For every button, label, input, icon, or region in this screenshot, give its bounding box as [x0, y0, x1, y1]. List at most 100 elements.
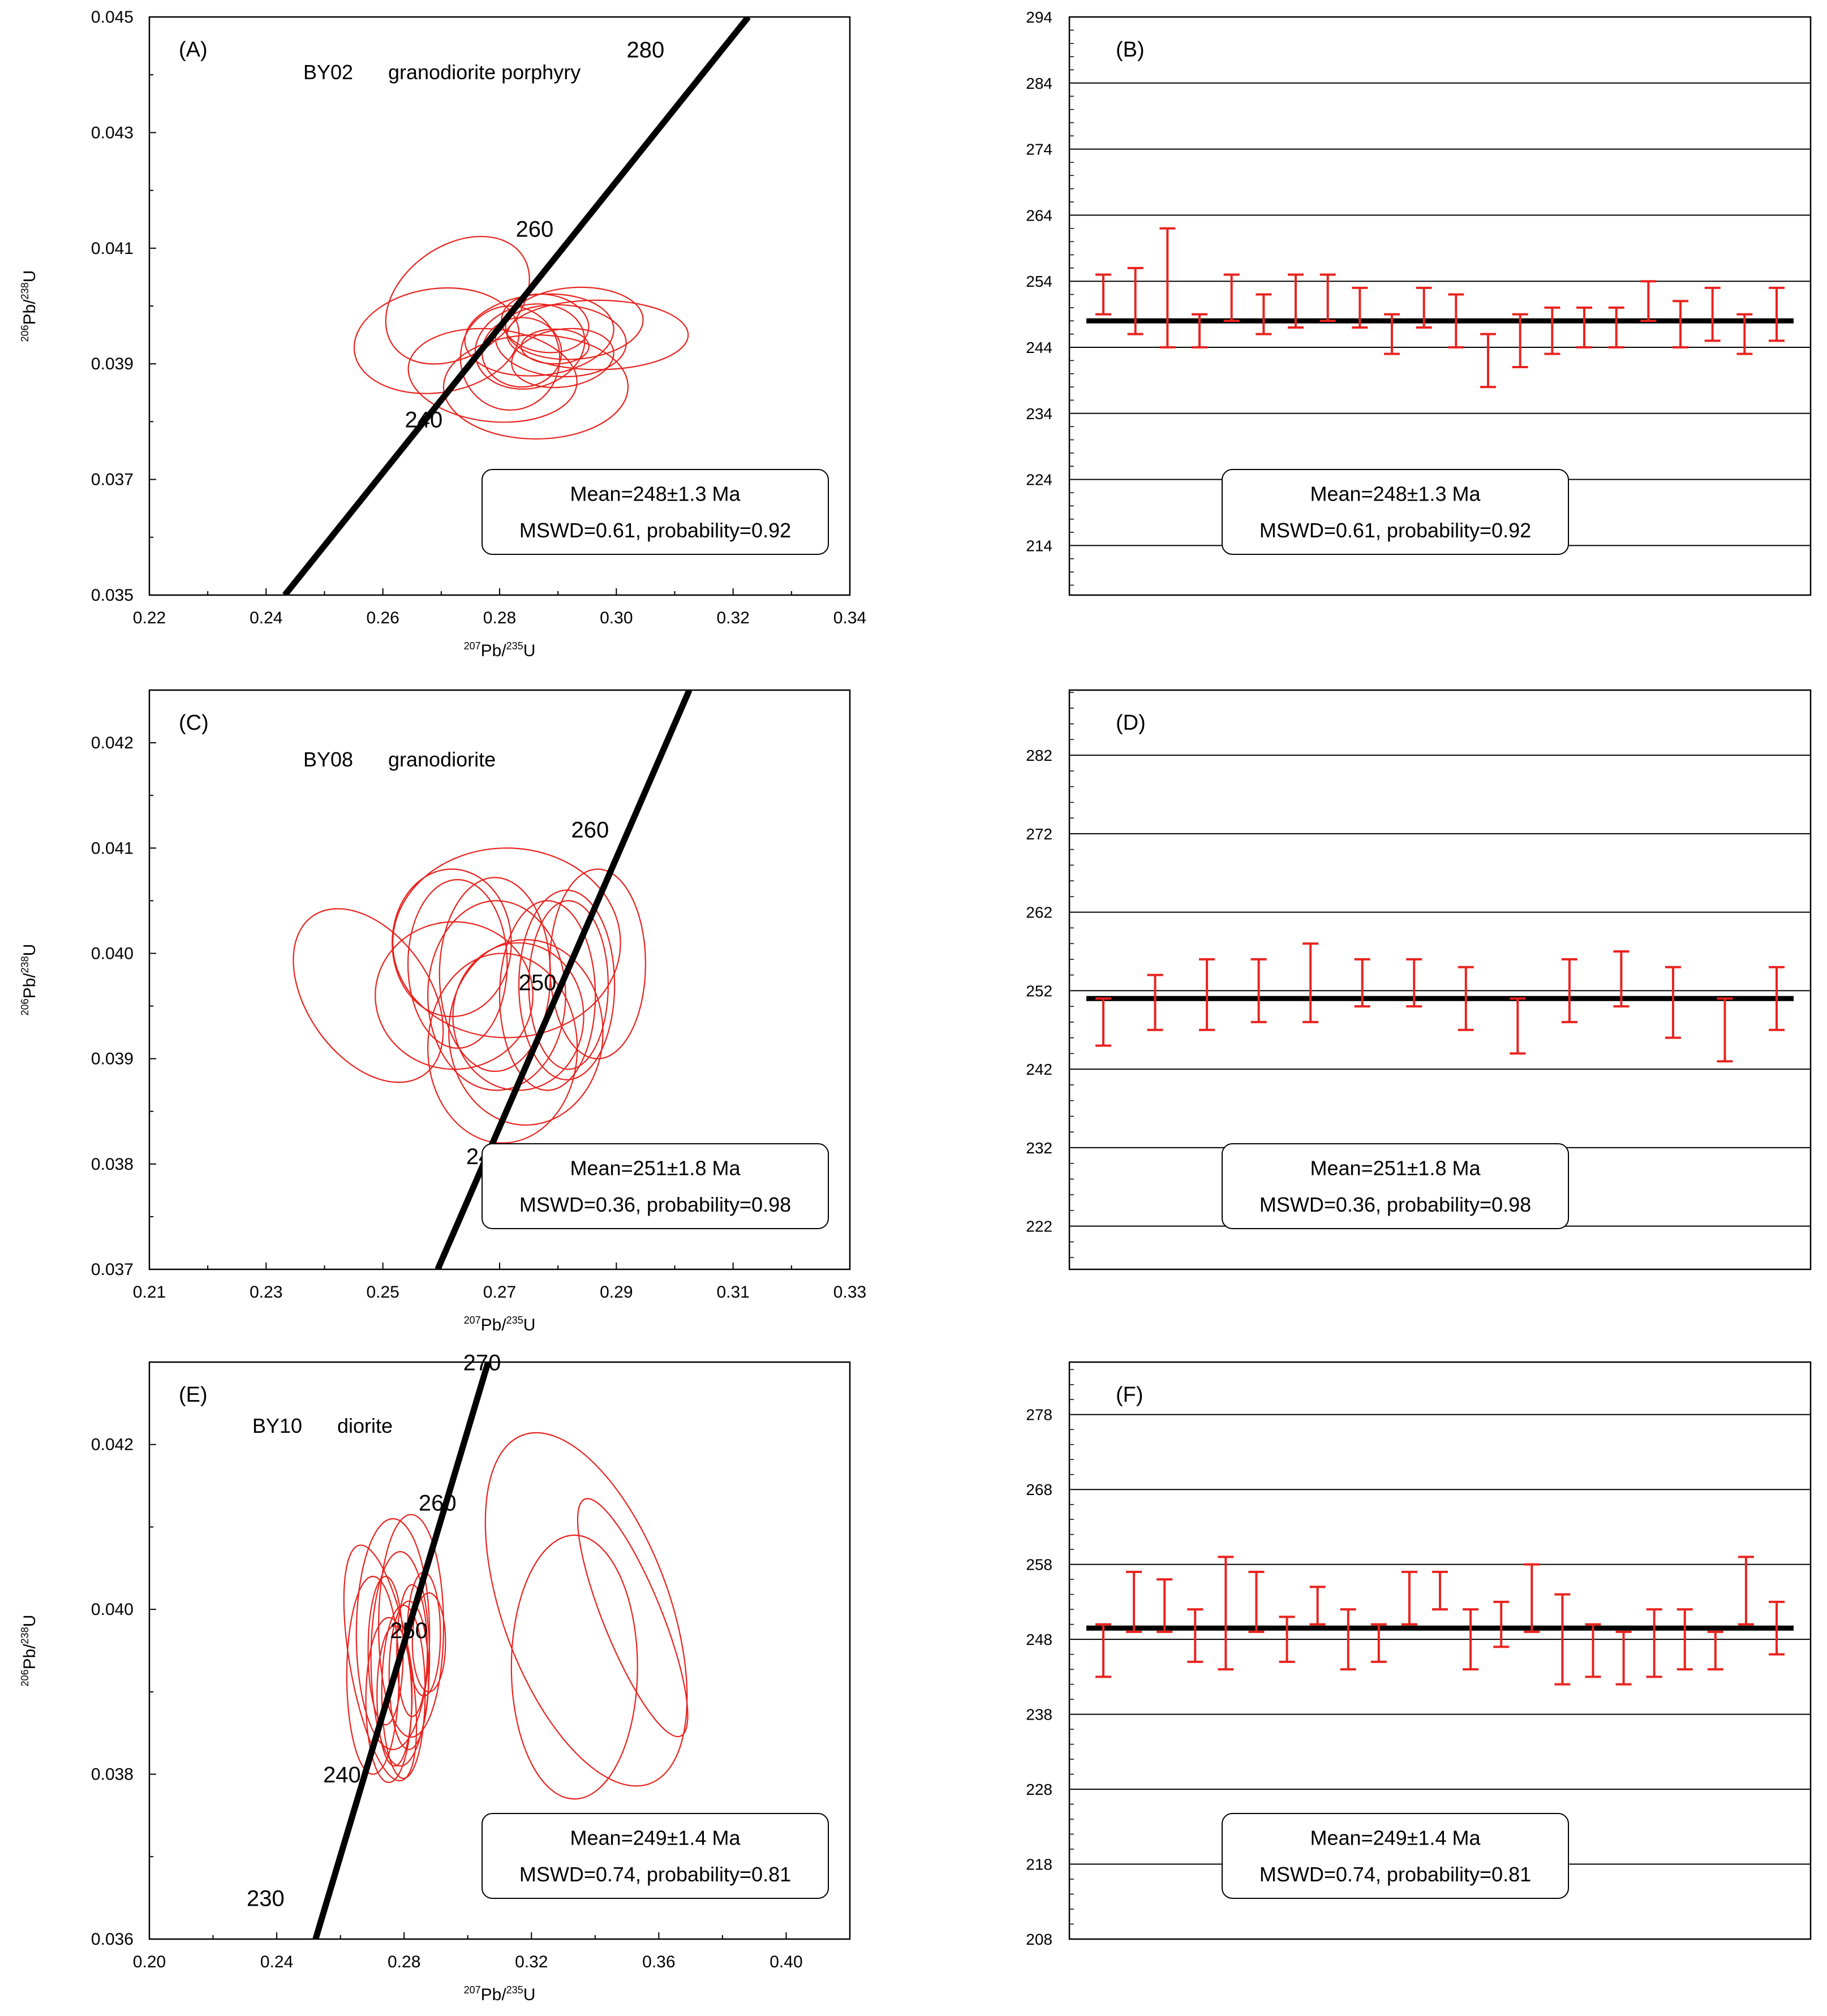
x-tick-label: 0.25	[366, 1283, 399, 1302]
sample-id: BY10	[252, 1414, 302, 1437]
x-tick-label: 0.29	[600, 1283, 633, 1302]
x-tick-label: 0.22	[133, 609, 166, 627]
panel-letter: (C)	[179, 711, 209, 735]
y-axis-title-part: Pb/	[20, 299, 39, 325]
concordia-curve	[282, 17, 751, 595]
error-ellipse	[549, 868, 647, 1059]
y-tick-label: 228	[1026, 1781, 1052, 1798]
age-error-bar	[1448, 293, 1464, 348]
concordia-age-label: 250	[390, 1618, 428, 1643]
y-tick-label: 222	[1026, 1218, 1052, 1235]
error-ellipse	[388, 1600, 429, 1750]
error-ellipse	[518, 889, 616, 1080]
mswd-text: MSWD=0.36, probability=0.98	[1259, 1193, 1531, 1216]
y-tick-label: 272	[1026, 825, 1052, 843]
error-ellipse	[521, 328, 590, 365]
error-ellipse	[376, 1625, 413, 1767]
age-error-bar	[1561, 958, 1577, 1023]
error-ellipse	[293, 908, 444, 1083]
y-tick-label: 254	[1026, 273, 1052, 290]
x-tick-label: 0.40	[770, 1953, 802, 1971]
y-axis-title-part: U	[20, 270, 39, 283]
plot-frame	[1068, 689, 1812, 1270]
y-tick-label: 278	[1026, 1406, 1052, 1424]
age-error-bar	[1738, 1556, 1754, 1626]
y-tick-label: 0.039	[91, 355, 134, 373]
mean-age-text: Mean=251±1.8 Ma	[570, 1157, 741, 1180]
y-tick-label: 294	[1026, 8, 1052, 26]
mean-age-text: Mean=249±1.4 Ma	[1310, 1827, 1481, 1850]
error-ellipse	[442, 334, 629, 440]
age-error-bar	[1585, 1623, 1601, 1678]
y-tick-label: 0.038	[91, 1155, 134, 1174]
x-tick-label: 0.24	[250, 609, 282, 627]
age-error-bar	[1192, 313, 1207, 348]
age-error-bar	[1199, 958, 1215, 1031]
ellipse-group	[343, 1432, 689, 1800]
age-error-bar	[1673, 300, 1688, 348]
y-tick-label: 0.040	[91, 1600, 134, 1619]
y-tick-label: 242	[1026, 1061, 1052, 1078]
plot-frame	[1068, 16, 1812, 596]
plot-frame	[148, 1361, 851, 1940]
error-ellipse	[381, 1604, 426, 1779]
y-tick-label: 208	[1026, 1931, 1052, 1948]
x-tick-label: 0.21	[133, 1283, 166, 1302]
concordia-curve	[435, 690, 693, 1269]
age-error-bar	[1646, 1608, 1662, 1678]
mswd-text: MSWD=0.36, probability=0.98	[519, 1193, 791, 1216]
mean-age-text: Mean=251±1.8 Ma	[1310, 1157, 1481, 1180]
y-axis-title-part: 206	[19, 998, 31, 1015]
y-tick-label: 262	[1026, 904, 1052, 921]
age-error-bar	[1159, 227, 1176, 348]
x-axis-title-part: 235	[506, 1984, 523, 1996]
y-tick-label: 0.042	[91, 1436, 134, 1454]
age-error-bar	[1676, 1608, 1693, 1671]
concordia-age-label: 280	[627, 38, 665, 63]
age-error-bar	[1147, 973, 1163, 1031]
age-error-bar	[1095, 1623, 1111, 1678]
age-error-bar	[1279, 1616, 1295, 1663]
age-error-bar	[1576, 306, 1592, 348]
y-axis-title-part: 238	[19, 1627, 31, 1644]
x-tick-label: 0.33	[833, 1283, 866, 1302]
stats-box	[1222, 1143, 1569, 1229]
x-tick-label: 0.34	[833, 609, 866, 627]
age-error-bar	[1157, 1578, 1173, 1633]
age-error-bar	[1544, 306, 1561, 355]
error-ellipse	[370, 1551, 431, 1767]
x-axis-title-part: 207	[464, 640, 481, 652]
y-tick-label: 248	[1026, 1631, 1052, 1648]
age-error-bar	[1223, 273, 1240, 322]
y-tick-label: 264	[1026, 206, 1052, 224]
weighted-mean-panel-d: 222 232 242 252 262 272 282 (D) Mean=251±1.8 Ma M…	[1026, 689, 1812, 1270]
error-ellipse	[577, 1498, 689, 1738]
error-ellipse	[528, 900, 609, 1070]
error-ellipse	[427, 900, 566, 1091]
error-ellipse	[501, 293, 590, 354]
weighted-mean-panel-f: 208 218 228 238 248 258 268 278 (F) Mean=249±1.4 …	[1026, 1361, 1812, 1948]
y-axis-title-part: U	[20, 1615, 39, 1627]
age-error-bar	[1095, 273, 1111, 316]
x-axis-title-part: Pb/	[481, 641, 507, 660]
x-tick-label: 0.24	[260, 1953, 293, 1971]
lithology-label: granodiorite	[388, 748, 496, 771]
stats-box	[1222, 469, 1569, 555]
y-axis-title-part: 238	[19, 282, 31, 299]
panel-letter: (F)	[1116, 1383, 1144, 1407]
lithology-label: diorite	[337, 1414, 393, 1437]
x-tick-label: 0.28	[483, 609, 516, 627]
sample-id: BY08	[303, 748, 353, 771]
y-axis-title-part: 206	[19, 1669, 31, 1686]
x-axis-title-part: 207	[464, 1984, 481, 1996]
age-error-bar	[1250, 958, 1267, 1023]
lithology-label: granodiorite porphyry	[388, 61, 581, 84]
age-error-bar	[1608, 306, 1624, 348]
weighted-mean-panel-b: 214 224 234 244 254 264 274 284 294 (B) Mean=248±1…	[1026, 8, 1812, 596]
x-tick-label: 0.36	[642, 1953, 675, 1971]
y-tick-label: 0.036	[91, 1930, 134, 1949]
mswd-text: MSWD=0.61, probability=0.92	[1259, 519, 1531, 542]
y-tick-label: 0.038	[91, 1765, 134, 1784]
y-tick-label: 0.040	[91, 944, 134, 963]
